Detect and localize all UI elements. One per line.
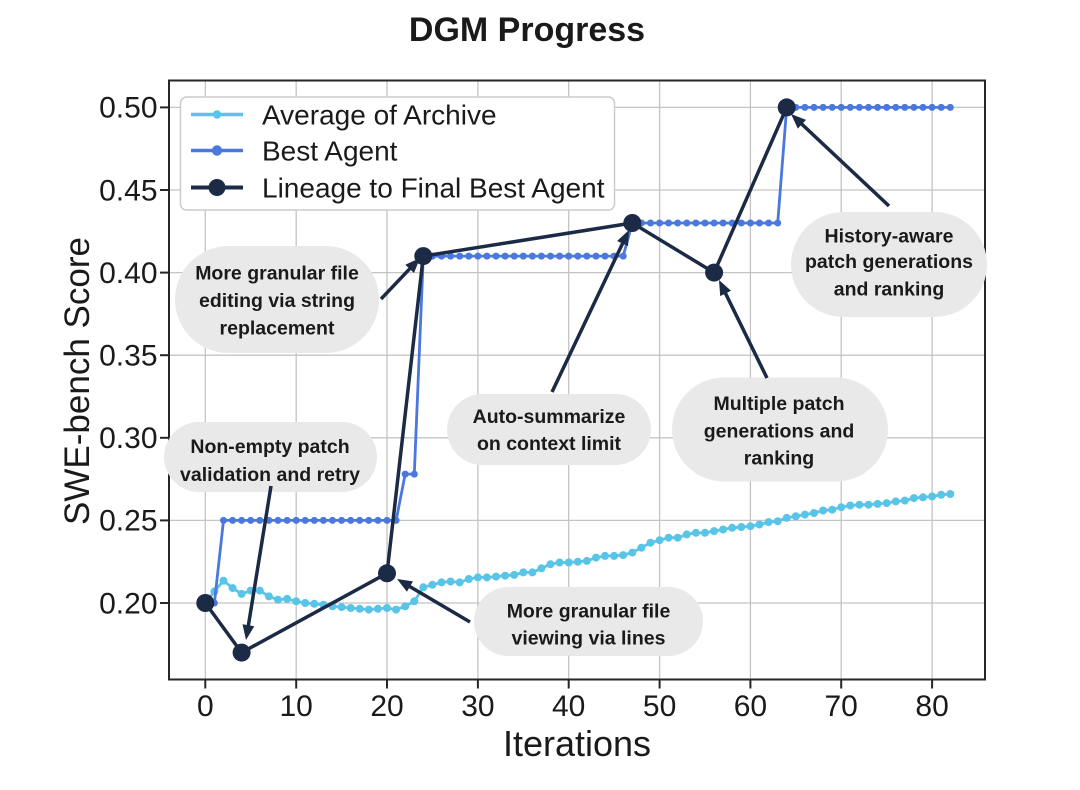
svg-text:viewing via lines: viewing via lines xyxy=(512,628,666,650)
svg-text:DGM Progress: DGM Progress xyxy=(409,11,645,49)
svg-text:Non-empty patch: Non-empty patch xyxy=(190,436,349,458)
svg-text:ranking: ranking xyxy=(744,448,814,470)
svg-text:editing via string: editing via string xyxy=(199,290,355,312)
svg-text:More granular file: More granular file xyxy=(507,601,671,623)
svg-text:Multiple patch: Multiple patch xyxy=(713,393,844,415)
svg-text:0.20: 0.20 xyxy=(99,587,157,620)
svg-text:70: 70 xyxy=(825,690,858,723)
svg-text:50: 50 xyxy=(643,690,676,723)
svg-text:Lineage to Final Best Agent: Lineage to Final Best Agent xyxy=(262,173,605,204)
svg-text:Auto-summarize: Auto-summarize xyxy=(473,406,626,428)
svg-text:0.45: 0.45 xyxy=(99,174,157,207)
svg-text:Best Agent: Best Agent xyxy=(262,136,398,167)
svg-text:validation and retry: validation and retry xyxy=(180,464,360,486)
svg-text:and ranking: and ranking xyxy=(834,279,945,301)
svg-text:on context limit: on context limit xyxy=(477,433,622,455)
svg-text:0: 0 xyxy=(197,690,214,723)
svg-text:30: 30 xyxy=(461,690,494,723)
svg-text:Average of Archive: Average of Archive xyxy=(262,100,497,131)
svg-text:60: 60 xyxy=(734,690,767,723)
svg-text:40: 40 xyxy=(552,690,585,723)
svg-text:80: 80 xyxy=(915,690,948,723)
svg-text:History-aware: History-aware xyxy=(825,226,954,248)
svg-text:Iterations: Iterations xyxy=(503,723,651,764)
svg-text:20: 20 xyxy=(370,690,403,723)
svg-text:0.30: 0.30 xyxy=(99,422,157,455)
svg-text:replacement: replacement xyxy=(220,317,335,339)
svg-text:More granular file: More granular file xyxy=(195,263,359,285)
svg-text:SWE-bench Score: SWE-bench Score xyxy=(58,237,97,525)
svg-text:patch generations: patch generations xyxy=(805,251,973,273)
svg-text:0.40: 0.40 xyxy=(99,257,157,290)
svg-text:0.25: 0.25 xyxy=(99,505,157,538)
svg-text:0.50: 0.50 xyxy=(99,92,157,125)
svg-text:10: 10 xyxy=(280,690,313,723)
svg-text:generations and: generations and xyxy=(704,421,855,443)
svg-text:0.35: 0.35 xyxy=(99,340,157,373)
